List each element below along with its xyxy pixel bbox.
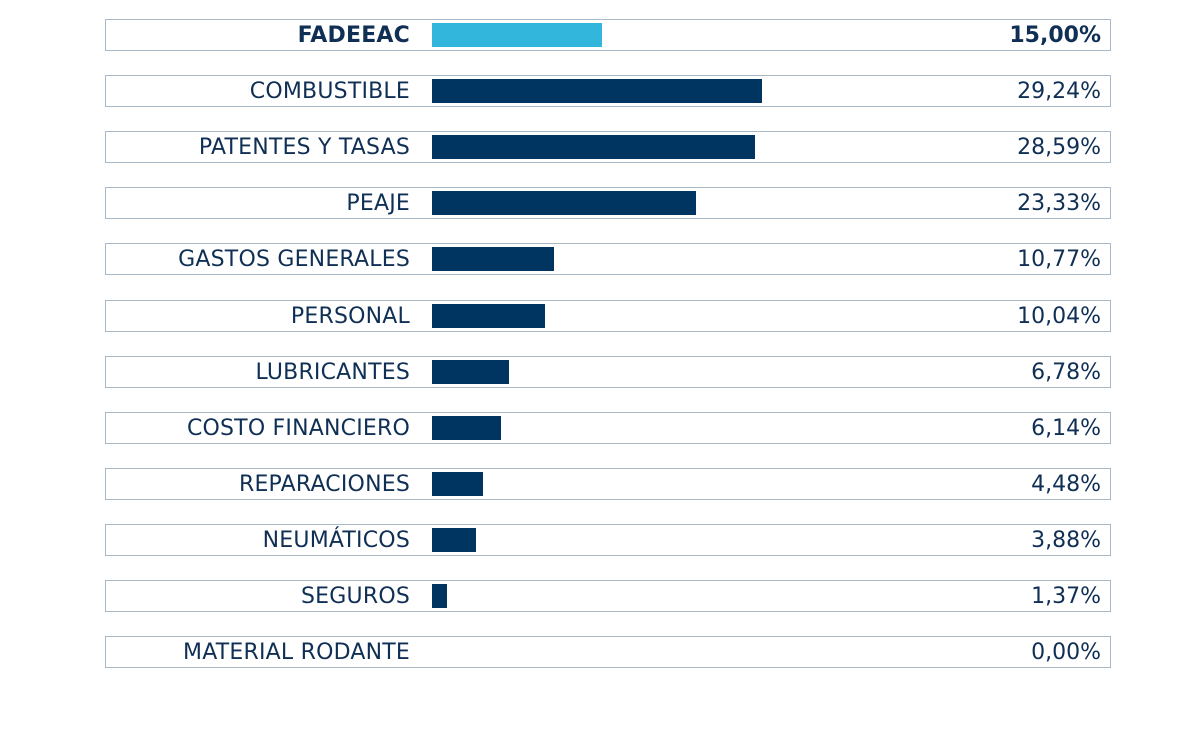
bar <box>432 191 696 216</box>
value-label: 4,48% <box>1031 471 1101 497</box>
bar-row: LUBRICANTES 6,78% <box>105 355 1111 388</box>
bar <box>432 79 763 104</box>
category-label: FADEEAC <box>297 23 410 48</box>
value-label: 10,77% <box>1017 247 1101 273</box>
bar <box>432 303 546 328</box>
bar-row: FADEEAC 15,00% <box>105 19 1111 51</box>
category-label: SEGUROS <box>301 584 410 609</box>
category-label: MATERIAL RODANTE <box>183 640 410 666</box>
bar-row: NEUMÁTICOS 3,88% <box>105 523 1111 556</box>
value-label: 10,04% <box>1017 303 1101 329</box>
value-label: 1,37% <box>1031 584 1101 609</box>
value-label: 28,59% <box>1017 135 1101 161</box>
bar-row: GASTOS GENERALES 10,77% <box>105 243 1111 276</box>
category-label: NEUMÁTICOS <box>262 527 410 553</box>
category-label: COMBUSTIBLE <box>249 79 410 105</box>
bar <box>432 135 756 160</box>
bar <box>432 247 554 272</box>
category-label: COSTO FINANCIERO <box>186 415 410 441</box>
value-label: 15,00% <box>1009 23 1101 48</box>
bar <box>432 415 502 440</box>
value-label: 6,78% <box>1031 359 1101 385</box>
category-label: PATENTES Y TASAS <box>198 135 410 161</box>
bar-row: SEGUROS 1,37% <box>105 580 1111 612</box>
value-label: 6,14% <box>1031 415 1101 441</box>
bar <box>432 471 483 496</box>
category-label: PEAJE <box>346 191 410 217</box>
category-label: LUBRICANTES <box>255 359 410 385</box>
bar-row: COMBUSTIBLE 29,24% <box>105 75 1111 108</box>
bar <box>432 23 602 47</box>
value-label: 3,88% <box>1031 527 1101 553</box>
bar-row: COSTO FINANCIERO 6,14% <box>105 411 1111 444</box>
bar <box>432 527 476 552</box>
bar-row: REPARACIONES 4,48% <box>105 467 1111 500</box>
bar <box>432 584 448 608</box>
value-label: 29,24% <box>1017 79 1101 105</box>
category-label: REPARACIONES <box>238 471 410 497</box>
bar-row: PEAJE 23,33% <box>105 187 1111 220</box>
bar-row: MATERIAL RODANTE 0,00% <box>105 636 1111 669</box>
bar-row: PATENTES Y TASAS 28,59% <box>105 131 1111 164</box>
bar <box>432 359 509 384</box>
value-label: 0,00% <box>1031 640 1101 666</box>
value-label: 23,33% <box>1017 191 1101 217</box>
category-label: PERSONAL <box>290 303 410 329</box>
bar-row: PERSONAL 10,04% <box>105 299 1111 332</box>
category-label: GASTOS GENERALES <box>178 247 410 273</box>
